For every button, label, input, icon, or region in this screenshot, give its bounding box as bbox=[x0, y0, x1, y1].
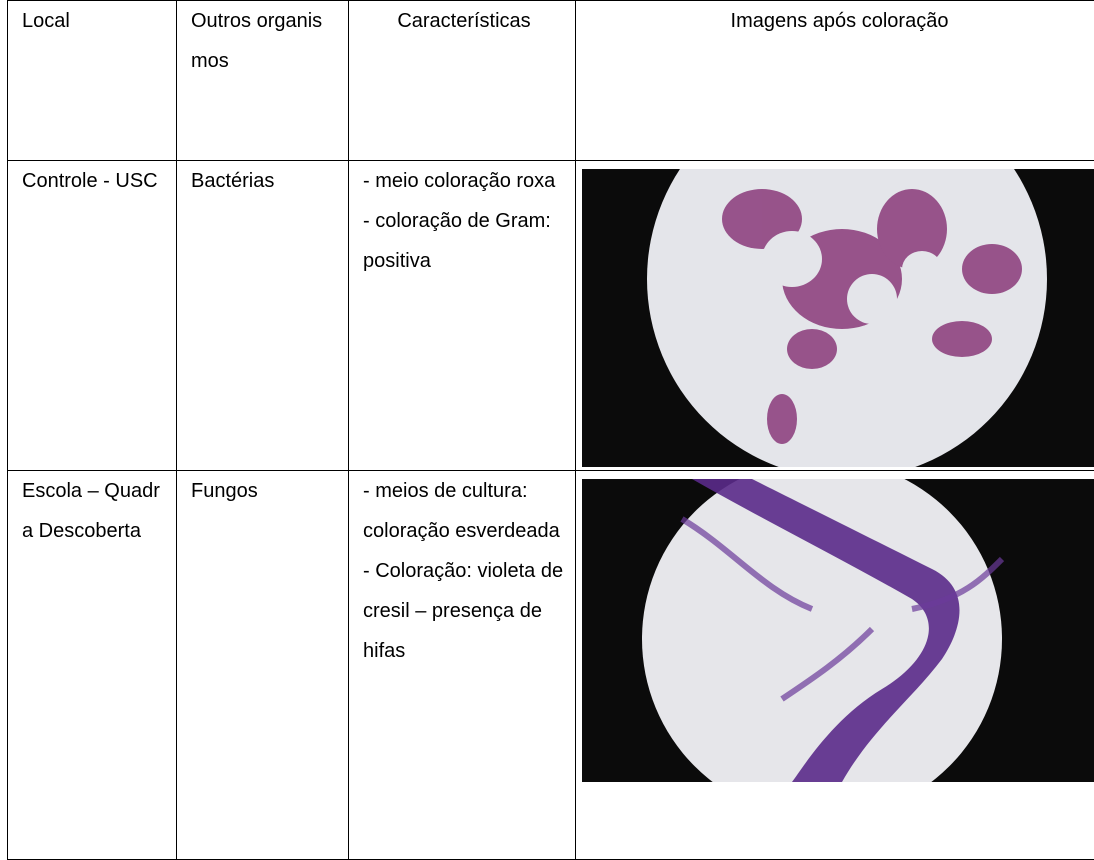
local-cell: Controle - USC bbox=[8, 161, 177, 471]
characteristics-cell: - meios de cultura: coloração esverdeada… bbox=[349, 471, 576, 860]
header-cell: Outros organismos bbox=[177, 1, 349, 161]
characteristic: - meio coloração roxa bbox=[363, 161, 565, 201]
header-cell: Local bbox=[8, 1, 177, 161]
image-cell bbox=[576, 161, 1094, 471]
image-cell bbox=[576, 471, 1094, 860]
header-row: Local Outros organismos Características … bbox=[8, 1, 1094, 161]
microscope-image bbox=[582, 169, 1094, 467]
table: Local Outros organismos Características … bbox=[7, 0, 1094, 860]
characteristic: - meios de cultura: coloração esverdeada bbox=[363, 471, 565, 551]
organisms-cell: Bactérias bbox=[177, 161, 349, 471]
header-cell: Imagens após coloração bbox=[576, 1, 1094, 161]
row: Controle - USC Bactérias - meio coloraçã… bbox=[8, 161, 1094, 471]
characteristic: - Coloração: violeta de cresil – presenç… bbox=[363, 551, 565, 671]
microscope-image bbox=[582, 479, 1094, 782]
local-cell: Escola – Quadra Descoberta bbox=[8, 471, 177, 860]
characteristic: - coloração de Gram: positiva bbox=[363, 201, 565, 281]
organisms-cell: Fungos bbox=[177, 471, 349, 860]
characteristics-cell: - meio coloração roxa - coloração de Gra… bbox=[349, 161, 576, 471]
header-cell: Características bbox=[349, 1, 576, 161]
row: Escola – Quadra Descoberta Fungos - meio… bbox=[8, 471, 1094, 860]
